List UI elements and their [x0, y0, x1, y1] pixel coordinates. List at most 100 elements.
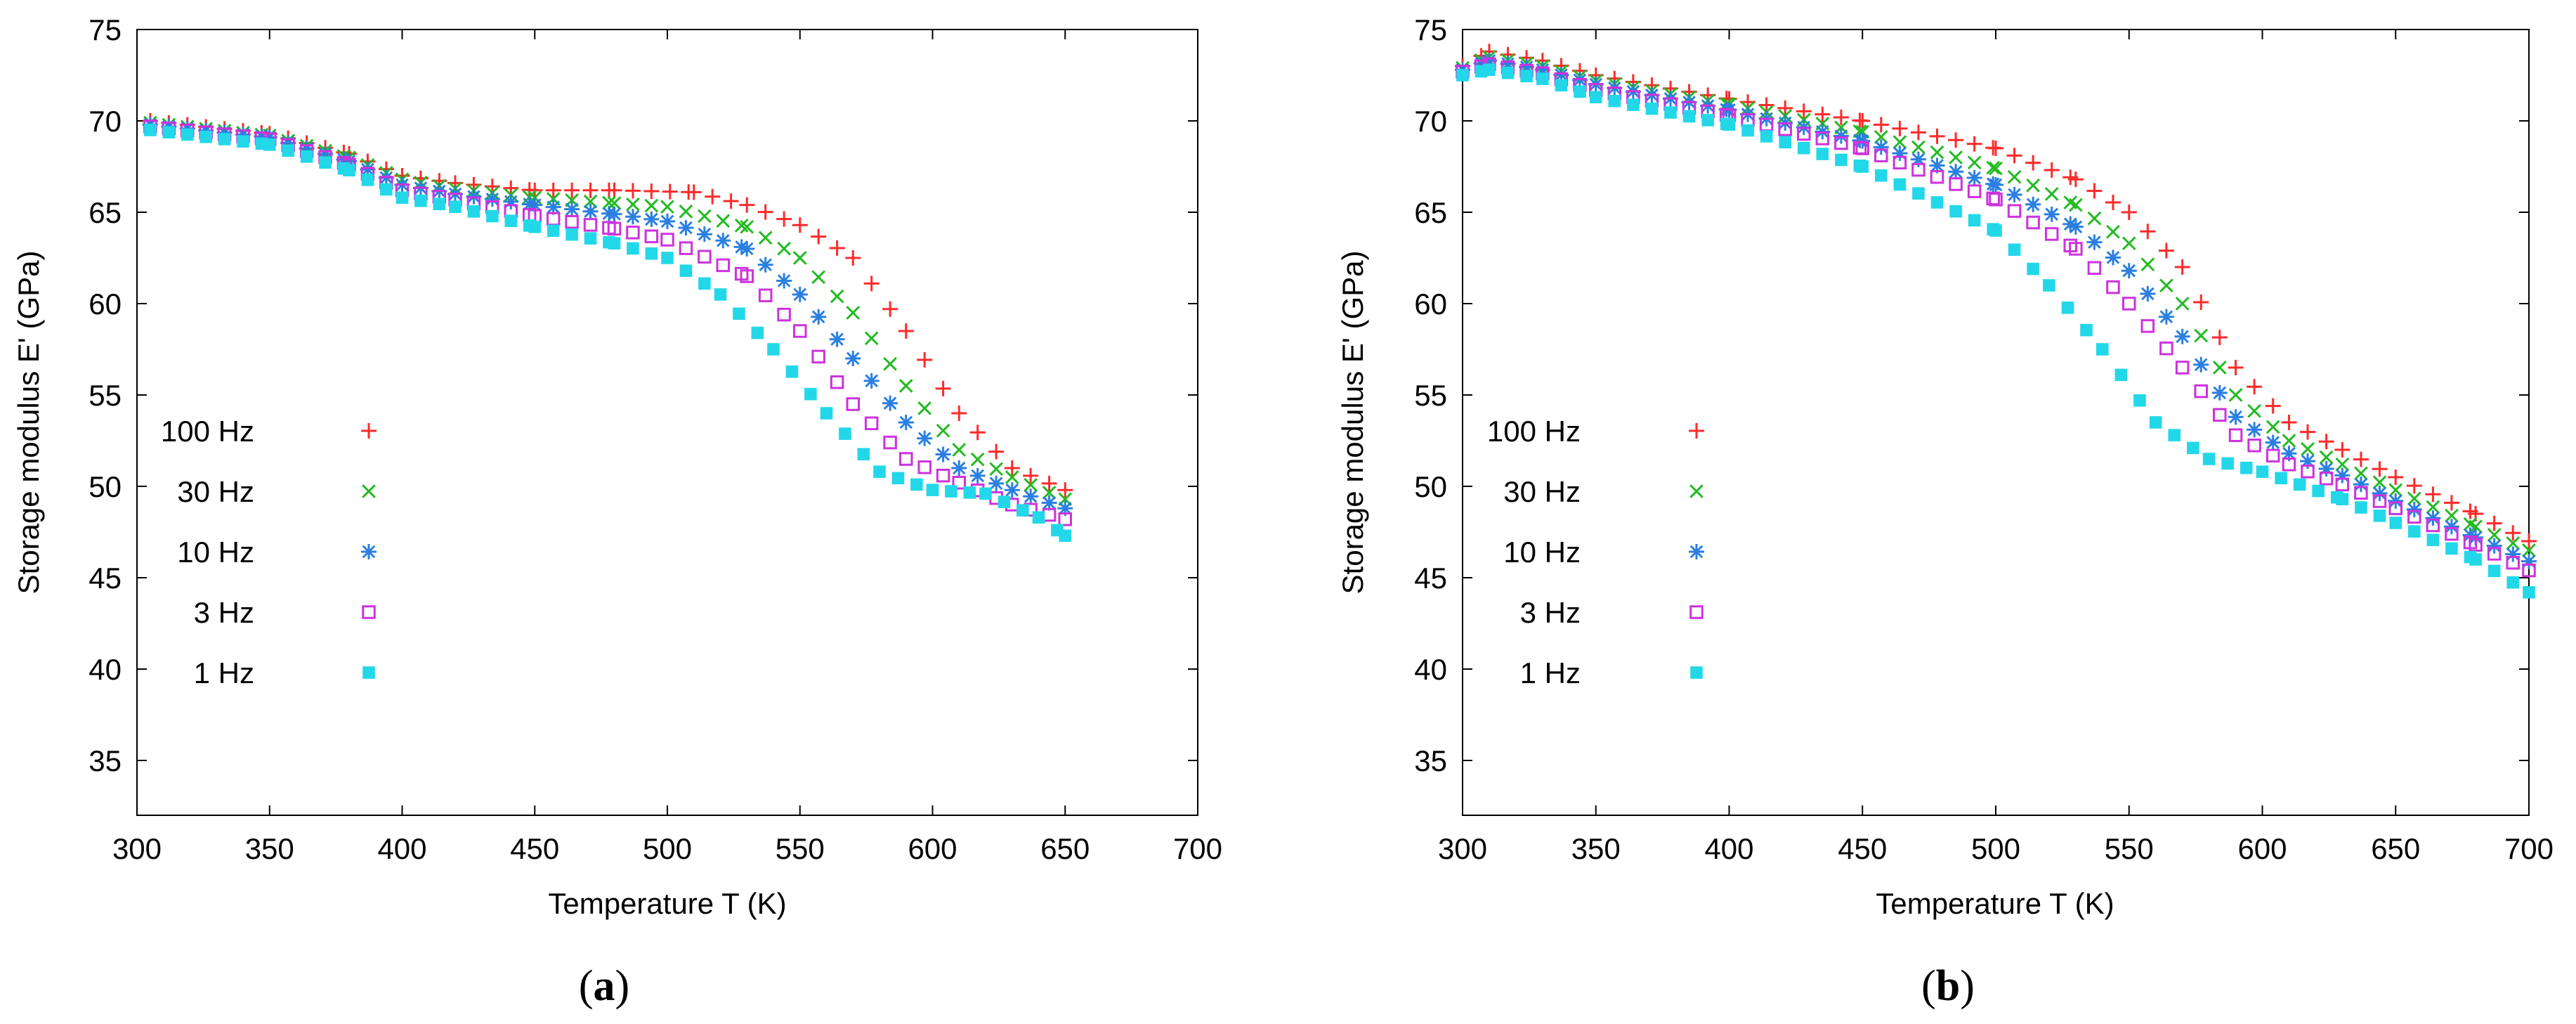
data-point: [486, 209, 499, 223]
panel-label-close: ): [615, 962, 630, 1010]
data-point: [625, 183, 641, 199]
data-point: [2300, 424, 2316, 440]
data-point: [935, 380, 951, 396]
data-point: [2044, 187, 2059, 201]
data-point: [2388, 469, 2404, 485]
data-point: [2486, 538, 2502, 554]
legend-label: 3 Hz: [1520, 596, 1581, 629]
data-point: [820, 407, 833, 420]
data-point: [2293, 478, 2306, 491]
data-point: [1929, 128, 1945, 144]
data-point: [362, 666, 375, 679]
data-point: [606, 206, 622, 222]
y-tick-label: 75: [89, 13, 122, 46]
data-point: [608, 237, 621, 249]
data-point: [2106, 224, 2120, 239]
data-point: [777, 307, 791, 322]
data-point: [2247, 422, 2263, 438]
data-point: [1005, 470, 1019, 484]
data-point: [1664, 106, 1677, 119]
data-point: [361, 423, 377, 439]
data-point: [898, 415, 914, 430]
data-point: [1989, 193, 2003, 207]
data-point: [2044, 227, 2059, 241]
panel-label: (a): [579, 962, 629, 1010]
x-tick-label: 550: [2105, 832, 2154, 865]
data-point: [660, 233, 674, 247]
data-point: [2025, 196, 2041, 212]
data-point: [951, 460, 967, 476]
data-point: [564, 201, 580, 217]
data-point: [2505, 546, 2521, 562]
data-point: [792, 251, 807, 265]
data-point: [2007, 204, 2022, 218]
x-tick-label: 550: [776, 832, 825, 865]
data-point: [2486, 515, 2502, 531]
data-point: [751, 326, 764, 339]
data-point: [1690, 666, 1703, 679]
data-point: [2282, 434, 2296, 448]
data-point: [643, 183, 660, 200]
data-point: [2372, 494, 2387, 508]
data-point: [776, 273, 792, 289]
data-point: [2187, 441, 2199, 455]
data-point: [449, 200, 462, 213]
data-point: [970, 452, 985, 467]
data-point: [1874, 148, 1888, 162]
data-point: [1741, 124, 1754, 137]
data-point: [181, 128, 194, 141]
data-point: [714, 288, 727, 301]
data-point: [2044, 162, 2060, 178]
data-point: [739, 241, 755, 257]
data-point: [1689, 423, 1704, 439]
data-point: [1835, 153, 1848, 167]
data-point: [883, 356, 897, 371]
data-point: [1016, 504, 1029, 517]
data-point: [792, 217, 808, 233]
data-point: [2228, 388, 2243, 402]
data-point: [696, 226, 712, 242]
data-point: [845, 351, 861, 366]
data-point: [2221, 457, 2234, 470]
data-point: [1778, 122, 1792, 136]
data-point: [1930, 196, 1944, 209]
data-point: [2158, 309, 2174, 325]
data-point: [583, 194, 598, 209]
data-point: [1892, 135, 1907, 150]
x-axis-label: Temperature T (K): [548, 887, 786, 920]
legend-label: 10 Hz: [1503, 536, 1581, 569]
series-30-hz: [1456, 50, 2536, 557]
data-point: [467, 205, 480, 218]
y-tick-label: 55: [1414, 379, 1447, 412]
series-1-hz: [144, 124, 1072, 542]
y-axis-label: Storage modulus E' (GPa): [12, 251, 45, 595]
data-point: [2193, 356, 2209, 372]
data-point: [2445, 542, 2458, 555]
data-point: [2043, 279, 2055, 292]
data-point: [1483, 63, 1496, 76]
data-point: [952, 476, 966, 490]
y-tick-label: 45: [89, 562, 122, 595]
data-point: [2211, 330, 2228, 346]
data-point: [1912, 187, 1925, 200]
data-point: [1875, 169, 1888, 182]
data-point: [565, 228, 578, 241]
x-tick-label: 700: [2504, 832, 2554, 865]
data-point: [1032, 511, 1045, 524]
data-point: [2006, 186, 2022, 202]
data-point: [2266, 448, 2280, 463]
data-point: [1948, 164, 1964, 180]
data-point: [2522, 563, 2536, 578]
data-point: [2445, 508, 2459, 523]
data-point: [2121, 236, 2136, 251]
data-point: [898, 379, 913, 393]
data-point: [362, 605, 376, 619]
data-point: [1779, 136, 1791, 149]
data-point: [846, 397, 860, 411]
data-point: [2281, 415, 2297, 430]
data-point: [1777, 100, 1793, 116]
data-point: [380, 183, 393, 196]
data-point: [2506, 576, 2520, 589]
data-point: [2228, 428, 2243, 442]
data-point: [660, 200, 674, 214]
